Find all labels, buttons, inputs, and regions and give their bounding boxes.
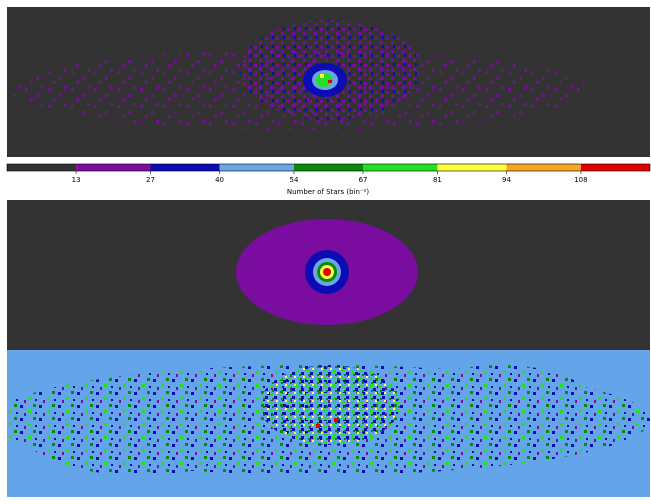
colorbar-segment [150,164,220,171]
model-map [7,200,650,350]
x-tick-label: 40 [215,176,224,184]
observed-map [7,7,650,157]
x-tick-label: 13 [72,176,81,184]
colorbar-segment [506,164,581,171]
colorbar-segment [293,164,364,171]
colorbar-segment [437,164,507,171]
x-tick-label: 67 [359,176,368,184]
x-tick-label: 108 [574,176,587,184]
x-tick-label: 81 [433,176,442,184]
colorbar-segment [7,164,77,171]
colorbar-segment [580,164,650,171]
colorbar-segment [76,164,151,171]
residual-map [7,350,650,497]
colorbar-frame [6,163,651,172]
x-tick-label: 54 [289,176,298,184]
colorbar-segment [363,164,438,171]
colorbar-label: Number of Stars (bin⁻²) [287,188,370,196]
colorbar-segment [219,164,294,171]
x-tick-label: 27 [146,176,155,184]
x-tick-label: 94 [502,176,511,184]
